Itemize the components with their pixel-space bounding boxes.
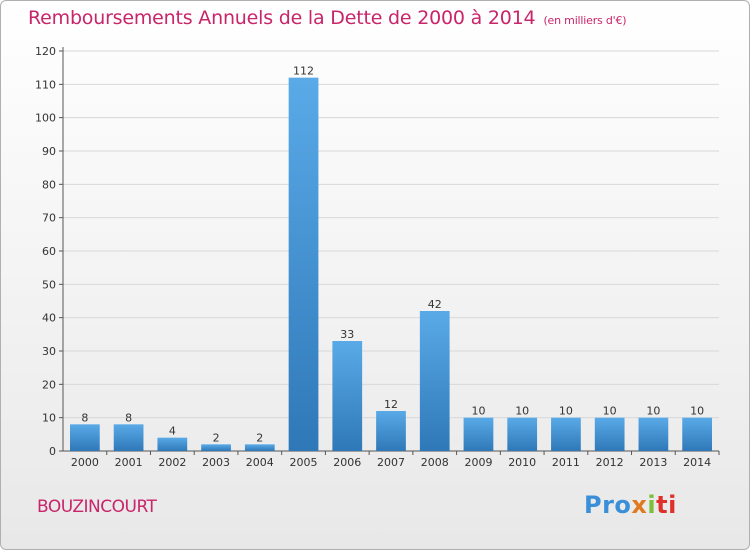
bar-2012 bbox=[594, 417, 625, 451]
x-tick-label: 2000 bbox=[71, 456, 99, 469]
bar-2013 bbox=[638, 417, 669, 451]
x-tick-label: 2014 bbox=[683, 456, 711, 469]
data-label-2001: 8 bbox=[125, 411, 132, 424]
y-tick-label: 40 bbox=[42, 312, 56, 325]
x-tick-label: 2003 bbox=[202, 456, 230, 469]
bar-2001 bbox=[113, 424, 144, 451]
data-label-2000: 8 bbox=[81, 411, 88, 424]
data-label-2006: 33 bbox=[340, 328, 354, 341]
bar-2014 bbox=[682, 417, 713, 451]
y-tick-label: 0 bbox=[49, 445, 56, 458]
y-tick-label: 90 bbox=[42, 145, 56, 158]
y-tick-label: 20 bbox=[42, 378, 56, 391]
x-tick-label: 2012 bbox=[596, 456, 624, 469]
x-tick-label: 2011 bbox=[552, 456, 580, 469]
x-tick-label: 2009 bbox=[464, 456, 492, 469]
chart-title: Remboursements Annuels de la Dette de 20… bbox=[28, 7, 627, 29]
bar-2006 bbox=[332, 341, 363, 451]
data-label-2009: 10 bbox=[471, 405, 485, 418]
y-tick-label: 120 bbox=[35, 45, 56, 58]
x-tick-label: 2008 bbox=[421, 456, 449, 469]
bars bbox=[69, 77, 713, 452]
bar-2003 bbox=[201, 444, 231, 451]
data-label-2012: 10 bbox=[603, 405, 617, 418]
x-tick-label: 2004 bbox=[246, 456, 274, 469]
bar-2005 bbox=[288, 77, 319, 452]
y-tick-label: 30 bbox=[42, 345, 56, 358]
x-tick-label: 2001 bbox=[115, 456, 143, 469]
commune-name: BOUZINCOURT bbox=[37, 497, 157, 517]
chart-subtitle: (en milliers d'€) bbox=[543, 14, 627, 27]
bar-2008 bbox=[419, 311, 450, 451]
data-label-2004: 2 bbox=[256, 431, 263, 444]
y-tick-label: 70 bbox=[42, 212, 56, 225]
grid-lines bbox=[63, 50, 719, 419]
data-label-2003: 2 bbox=[213, 431, 220, 444]
x-tick-label: 2005 bbox=[290, 456, 318, 469]
data-label-2002: 4 bbox=[169, 425, 176, 438]
x-tick-label: 2013 bbox=[639, 456, 667, 469]
data-label-2010: 10 bbox=[515, 405, 529, 418]
bar-2007 bbox=[376, 411, 406, 451]
bar-2002 bbox=[157, 437, 188, 451]
y-tick-label: 80 bbox=[42, 178, 56, 191]
x-tick-label: 2007 bbox=[377, 456, 405, 469]
y-tick-label: 60 bbox=[42, 245, 56, 258]
bar-2011 bbox=[551, 417, 581, 451]
x-tick-label: 2010 bbox=[508, 456, 536, 469]
bar-2004 bbox=[244, 444, 275, 451]
y-tick-label: 50 bbox=[42, 278, 56, 291]
data-label-2005: 112 bbox=[293, 65, 314, 78]
bar-2009 bbox=[463, 417, 494, 451]
y-tick-label: 10 bbox=[42, 412, 56, 425]
data-label-2011: 10 bbox=[559, 405, 573, 418]
x-tick-label: 2006 bbox=[333, 456, 361, 469]
y-tick-label: 100 bbox=[35, 112, 56, 125]
x-tick-label: 2002 bbox=[158, 456, 186, 469]
data-label-2008: 42 bbox=[428, 298, 442, 311]
data-label-2014: 10 bbox=[690, 405, 704, 418]
data-label-2007: 12 bbox=[384, 398, 398, 411]
bar-2000 bbox=[69, 424, 100, 451]
bar-2010 bbox=[507, 417, 538, 451]
data-label-2013: 10 bbox=[646, 405, 660, 418]
proxiti-logo: Proxiti bbox=[584, 491, 677, 519]
y-tick-label: 110 bbox=[35, 78, 56, 91]
labels: 0102030405060708090100110120820008200142… bbox=[35, 45, 711, 469]
